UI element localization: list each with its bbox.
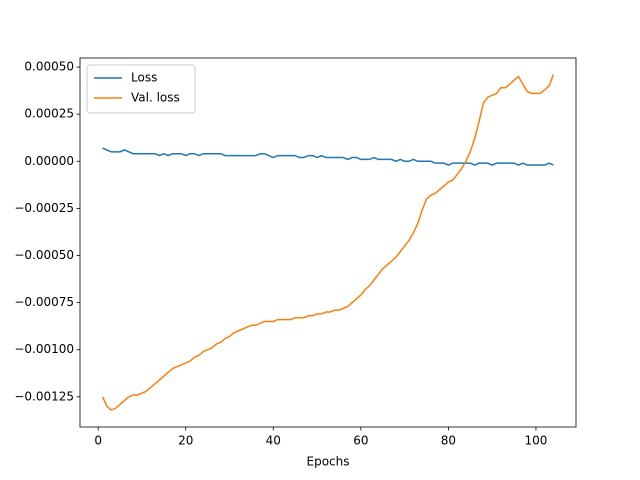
y-tick-label: −0.00025	[14, 201, 74, 215]
x-axis-label: Epochs	[307, 455, 350, 469]
y-tick-label: 0.00025	[24, 107, 74, 121]
legend-label: Val. loss	[131, 91, 180, 105]
x-tick-label: 80	[441, 434, 456, 448]
y-tick-label: −0.00075	[14, 295, 74, 309]
x-tick-label: 60	[353, 434, 368, 448]
legend-label: Loss	[131, 71, 157, 85]
x-tick-label: 40	[266, 434, 281, 448]
y-tick-label: −0.00050	[14, 248, 74, 262]
y-tick-label: 0.00050	[24, 60, 74, 74]
x-tick-label: 0	[94, 434, 102, 448]
line-series	[101, 74, 555, 411]
y-tick-label: 0.00000	[24, 154, 74, 168]
y-tick-label: −0.00125	[14, 389, 74, 403]
y-tick-label: −0.00100	[14, 342, 74, 356]
x-tick-label: 100	[524, 434, 547, 448]
line-series	[102, 147, 554, 166]
legend-box	[86, 64, 196, 114]
axes-frame	[79, 57, 577, 428]
x-tick-label: 20	[178, 434, 193, 448]
